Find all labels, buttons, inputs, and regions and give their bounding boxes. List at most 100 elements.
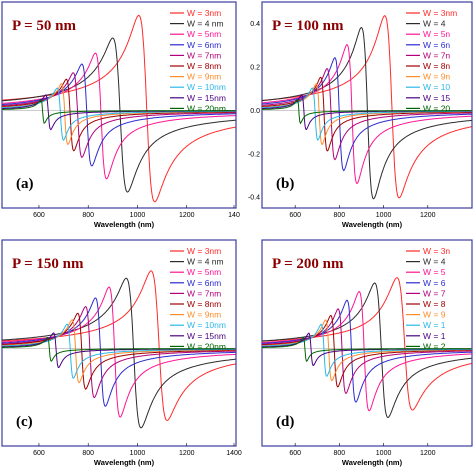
y-tick-label: 0.2 — [250, 65, 260, 72]
series-line-5 — [2, 305, 236, 399]
legend-entry: W = 8n — [423, 61, 450, 71]
legend-entry: W = 6n — [423, 40, 450, 50]
legend-entry: W = 20nm — [187, 103, 226, 113]
legend-entry: W = 15 — [423, 93, 450, 103]
legend-entry: W = 10nm — [187, 82, 226, 92]
x-tick-label: 800 — [334, 450, 346, 457]
legend-entry: W = 8 — [423, 299, 446, 309]
legend-entry: W = 10 — [423, 82, 450, 92]
legend-entry: W = 4 nm — [187, 19, 224, 29]
series-line-2 — [2, 37, 236, 193]
series-line-10 — [2, 99, 236, 124]
x-tick-label: 600 — [289, 450, 301, 457]
panel-a: 600 800 1000 1200 140 Wavelength (nm) P = 50 n… — [1, 1, 240, 229]
x-tick-label: 600 — [289, 212, 301, 219]
series-group — [262, 277, 472, 419]
panel-label: (b) — [276, 176, 294, 192]
plot-frame — [1, 1, 237, 209]
x-tick-label: 1200 — [420, 212, 436, 219]
legend-entry: W = 15nm — [187, 93, 226, 103]
legend-entry: W = 3nm — [423, 8, 457, 18]
legend-entry: W = 15nm — [187, 331, 226, 341]
panel-label: (a) — [16, 176, 34, 192]
legend-entry: W = 5n — [423, 29, 450, 39]
series-group — [262, 15, 472, 200]
x-tick-label: 1000 — [376, 212, 392, 219]
panel-c: 600 800 1000 1200 1400 Wavelength (nm) P = 150… — [1, 239, 242, 467]
series-line-6 — [2, 78, 236, 152]
series-line-10 — [262, 336, 472, 362]
series-line-2 — [262, 26, 472, 200]
panel-b: 600 800 1000 1200 0.4 0.2 0.0 -0.2 -0.4 Wavelengt… — [248, 1, 473, 229]
x-tick-label: 600 — [33, 450, 45, 457]
series-line-6 — [2, 312, 236, 390]
legend-entry: W = 5nm — [187, 29, 221, 39]
y-tick-label: 0.4 — [250, 21, 260, 28]
legend-entry: W = 3n — [423, 246, 450, 256]
legend-entry: W = 20 — [423, 103, 450, 113]
legend-entry: W = 7n — [423, 50, 450, 60]
series-line-2 — [2, 277, 236, 429]
series-line-4 — [262, 57, 472, 172]
legend-entry: W = 2 — [423, 341, 446, 351]
series-line-4 — [262, 299, 472, 403]
series-line-8 — [2, 87, 236, 141]
legend-entry: W = 8nm — [187, 61, 221, 71]
series-line-2 — [262, 282, 472, 419]
legend-entry: W = 4 — [423, 19, 446, 29]
panel-label: (c) — [16, 414, 33, 430]
panel-d: 600 800 1000 1200 Wavelength (nm) P = 200 nm (… — [261, 239, 473, 467]
legend-entry: W = 9n — [423, 72, 450, 82]
legend-entry: W = 9nm — [187, 72, 221, 82]
x-tick-label: 800 — [334, 212, 346, 219]
x-tick-label: 800 — [82, 450, 94, 457]
x-tick-label: 140 — [228, 212, 240, 219]
series-line-8 — [262, 87, 472, 141]
series-line-5 — [262, 308, 472, 394]
legend-entry: W = 10nm — [187, 320, 226, 330]
panel-label: (d) — [276, 414, 294, 430]
panel-title: P = 100 nm — [272, 18, 344, 34]
series-line-10 — [262, 98, 472, 125]
legend-entry: W = 20nm — [187, 341, 226, 351]
x-tick-label: 1000 — [376, 450, 392, 457]
legend-entry: W = 4 nm — [187, 257, 224, 267]
y-tick-label: -0.4 — [248, 195, 260, 202]
panel-title: P = 50 nm — [12, 18, 76, 34]
series-line-10 — [2, 337, 236, 362]
series-group — [2, 14, 236, 203]
legend-entry: W = 3nm — [187, 8, 221, 18]
series-line-3 — [2, 286, 236, 418]
series-group — [2, 270, 236, 429]
legend-entry: W = 6 — [423, 278, 446, 288]
series-line-3 — [262, 291, 472, 412]
x-tick-label: 1000 — [130, 450, 146, 457]
panel-title: P = 150 nm — [12, 256, 84, 272]
legend-entry: W = 5 — [423, 267, 446, 277]
y-tick-label: 0.0 — [250, 108, 260, 115]
x-axis-title: Wavelength (nm) — [94, 220, 155, 229]
legend-entry: W = 7 — [423, 288, 446, 298]
series-line-4 — [2, 297, 236, 407]
legend-entry: W = 5nm — [187, 267, 221, 277]
x-tick-label: 1200 — [420, 450, 436, 457]
x-tick-label: 800 — [82, 212, 94, 219]
series-line-3 — [262, 44, 472, 185]
legend-entry: W = 1 — [423, 331, 446, 341]
series-line-6 — [262, 314, 472, 388]
x-axis-title: Wavelength (nm) — [342, 458, 403, 467]
legend-entry: W = 1 — [423, 320, 446, 330]
x-tick-label: 1000 — [130, 212, 146, 219]
legend-entry: W = 6nm — [187, 40, 221, 50]
x-axis-title: Wavelength (nm) — [342, 220, 403, 229]
legend-entry: W = 9 — [423, 310, 446, 320]
legend-entry: W = 7nm — [187, 288, 221, 298]
series-line-3 — [2, 52, 236, 180]
legend-entry: W = 8nm — [187, 299, 221, 309]
x-tick-label: 1200 — [179, 212, 195, 219]
legend: W = 3nW = 4W = 5W = 6W = 7W = 8W = 9W = … — [406, 246, 450, 351]
legend-entry: W = 7nm — [187, 50, 221, 60]
